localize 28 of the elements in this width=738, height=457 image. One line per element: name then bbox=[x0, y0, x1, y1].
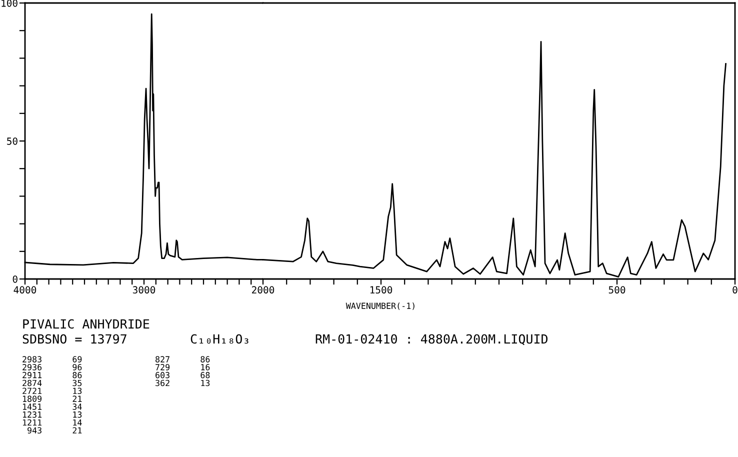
text: 603 68 bbox=[156, 372, 210, 378]
y-tick-label: 100 bbox=[2, 0, 18, 7]
x-tick-label: 500 bbox=[608, 286, 626, 294]
text: 2874 35 bbox=[22, 380, 82, 386]
text: 2721 13 bbox=[22, 388, 82, 394]
x-tick-label: 0 bbox=[732, 286, 738, 294]
x-tick-label: 4000 bbox=[14, 286, 36, 294]
y-tick-label: 0 bbox=[12, 276, 18, 283]
text: 1451 34 bbox=[23, 404, 82, 410]
text: 1211 14 bbox=[23, 419, 82, 426]
text: 1231 13 bbox=[23, 411, 82, 418]
x-tick-label: 2000 bbox=[252, 286, 274, 294]
text: 2936 96 bbox=[22, 364, 82, 370]
text: 2911 86 bbox=[22, 372, 82, 378]
text: C₁₀H₁₈O₃ bbox=[190, 334, 248, 344]
x-tick-label: 3000 bbox=[132, 286, 156, 294]
y-tick-label: 50 bbox=[7, 138, 18, 145]
text: 729 16 bbox=[156, 364, 210, 370]
text: RM-01-02410 : 4880A.200M.LIQUID bbox=[316, 334, 548, 346]
text: 1809 21 bbox=[23, 396, 82, 402]
text: 827 86 bbox=[156, 356, 210, 362]
text: 362 13 bbox=[156, 380, 210, 386]
text: PIVALIC ANHYDRIDE bbox=[23, 319, 150, 329]
x-tick-label: 1500 bbox=[370, 286, 392, 294]
text: SDBSNO = 13797 bbox=[22, 334, 126, 344]
text: 2983 69 bbox=[22, 356, 82, 362]
x-axis-title: WAVENUMBER(-1) bbox=[346, 302, 414, 310]
text: 943 21 bbox=[28, 427, 82, 434]
